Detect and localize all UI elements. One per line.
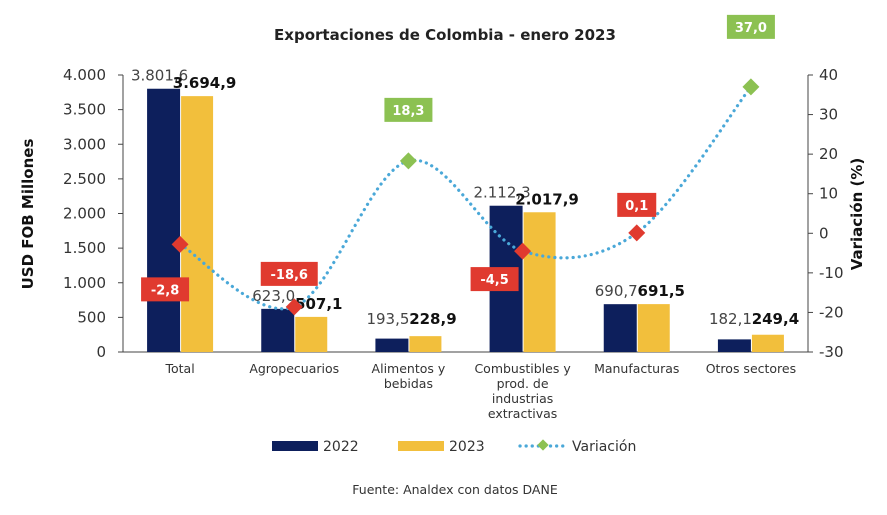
bar-2023 bbox=[295, 316, 328, 352]
legend-swatch-2022 bbox=[272, 441, 318, 451]
data-label-2022: 3.801,6 bbox=[131, 67, 188, 85]
legend-marker-variacion bbox=[537, 439, 549, 451]
variacion-label: 18,3 bbox=[392, 104, 424, 119]
y2-tick-label: 30 bbox=[819, 106, 838, 124]
y-tick-label: 0 bbox=[96, 343, 106, 361]
y-axis-label: USD FOB Millones bbox=[19, 139, 37, 290]
y-tick-label: 1.000 bbox=[63, 274, 106, 292]
data-label-2022: 193,5 bbox=[366, 310, 409, 328]
bar-2023 bbox=[409, 336, 442, 352]
variacion-label-box bbox=[260, 261, 318, 286]
variacion-label: 37,0 bbox=[735, 21, 767, 36]
bar-2023 bbox=[751, 334, 784, 352]
category-label: bebidas bbox=[384, 376, 433, 391]
variacion-marker bbox=[514, 242, 532, 260]
y2-tick-label: 10 bbox=[819, 185, 838, 203]
bar-2022 bbox=[261, 308, 295, 352]
data-label-2022: 690,7 bbox=[595, 282, 638, 300]
bar-2022 bbox=[147, 88, 181, 352]
variacion-marker bbox=[628, 224, 646, 242]
y-tick-label: 2.500 bbox=[63, 170, 106, 188]
legend-label-2023: 2023 bbox=[449, 439, 485, 455]
category-label: Total bbox=[164, 361, 194, 376]
category-label: Manufacturas bbox=[594, 361, 679, 376]
variacion-label: -4,5 bbox=[480, 273, 508, 288]
variacion-label: -2,8 bbox=[151, 283, 179, 298]
source-note: Fuente: Analdex con datos DANE bbox=[352, 482, 558, 497]
chart-title: Exportaciones de Colombia - enero 2023 bbox=[274, 26, 616, 44]
y2-tick-label: 0 bbox=[819, 224, 829, 242]
data-label-2022: 182,1 bbox=[709, 310, 752, 328]
bar-2022 bbox=[717, 339, 751, 352]
y-tick-label: 1.500 bbox=[63, 239, 106, 257]
variacion-label-box bbox=[141, 277, 190, 302]
variacion-label-box bbox=[726, 14, 775, 39]
category-label: industrias bbox=[492, 391, 553, 406]
data-label-2023: 691,5 bbox=[638, 282, 685, 300]
bar-2022 bbox=[603, 304, 637, 352]
data-label-2023: 507,1 bbox=[295, 295, 342, 313]
variacion-line bbox=[178, 85, 753, 311]
legend-label-2022: 2022 bbox=[323, 439, 359, 455]
y-tick-label: 3.500 bbox=[63, 101, 106, 119]
variacion-marker bbox=[285, 298, 303, 316]
category-label: Otros sectores bbox=[706, 361, 796, 376]
bar-2023 bbox=[637, 304, 670, 352]
y2-axis-label: Variación (%) bbox=[848, 158, 866, 271]
variacion-marker bbox=[171, 235, 189, 253]
variacion-label: -18,6 bbox=[271, 268, 308, 283]
y-tick-label: 4.000 bbox=[63, 66, 106, 84]
bar-2023 bbox=[181, 96, 214, 352]
category-label: prod. de bbox=[497, 376, 549, 391]
category-label: Agropecuarios bbox=[249, 361, 339, 376]
variacion-marker bbox=[399, 152, 417, 170]
data-label-2023: 2.017,9 bbox=[515, 190, 579, 208]
data-label-2022: 623,0 bbox=[252, 287, 295, 305]
variacion-label: 0,1 bbox=[625, 199, 648, 214]
category-label: Alimentos y bbox=[372, 361, 446, 376]
y-tick-label: 2.000 bbox=[63, 205, 106, 223]
y-tick-label: 3.000 bbox=[63, 135, 106, 153]
bar-2023 bbox=[523, 212, 556, 352]
y2-tick-label: -20 bbox=[819, 303, 844, 321]
variacion-label-box bbox=[470, 267, 519, 292]
legend-label-variacion: Variación bbox=[572, 439, 636, 455]
variacion-label-box bbox=[617, 192, 657, 217]
y2-tick-label: -10 bbox=[819, 264, 844, 282]
variacion-label-box bbox=[384, 97, 433, 122]
bar-2022 bbox=[375, 338, 409, 352]
legend-swatch-2023 bbox=[398, 441, 444, 451]
y2-tick-label: 20 bbox=[819, 145, 838, 163]
y2-tick-label: -30 bbox=[819, 343, 844, 361]
data-label-2022: 2.112,3 bbox=[473, 184, 530, 202]
category-label: Combustibles y bbox=[474, 361, 571, 376]
y2-tick-label: 40 bbox=[819, 66, 838, 84]
category-label: extractivas bbox=[488, 406, 557, 421]
y-tick-label: 500 bbox=[77, 308, 106, 326]
data-label-2023: 3.694,9 bbox=[173, 74, 237, 92]
data-label-2023: 249,4 bbox=[752, 310, 799, 328]
data-label-2023: 228,9 bbox=[409, 310, 456, 328]
variacion-marker bbox=[742, 78, 760, 96]
